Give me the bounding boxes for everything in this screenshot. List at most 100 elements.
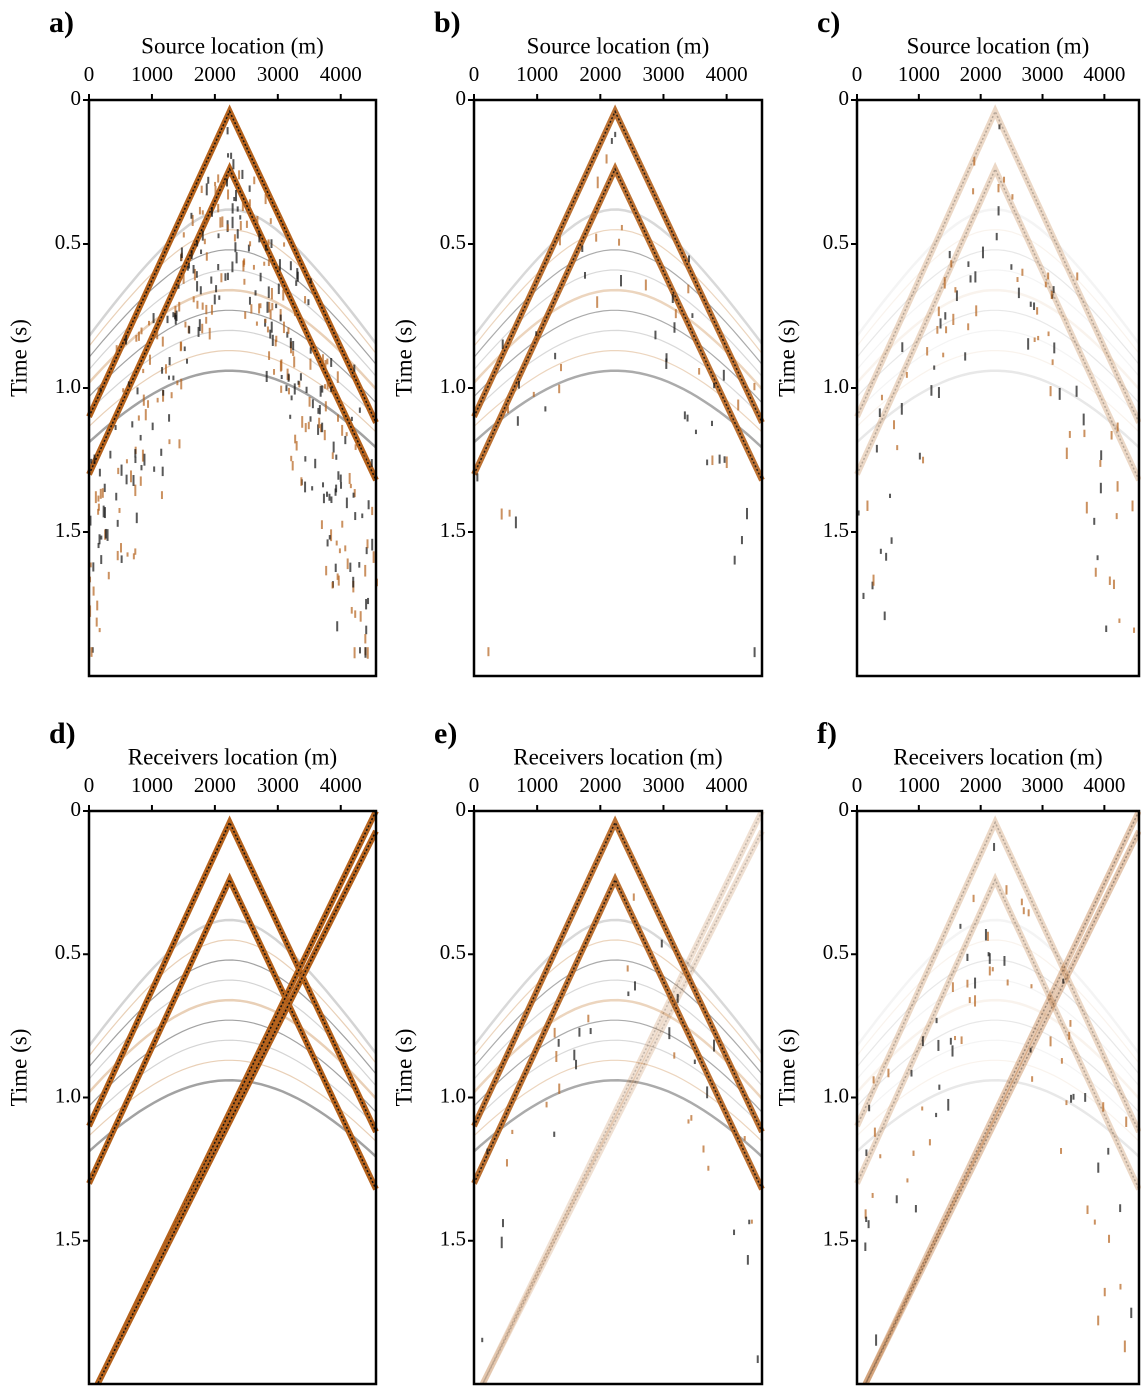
panel-label: d) bbox=[49, 717, 76, 750]
noise bbox=[1104, 1288, 1106, 1296]
noise bbox=[1119, 1284, 1121, 1290]
reflection bbox=[857, 960, 1139, 1074]
noise bbox=[546, 1102, 548, 1108]
x-tick-label: 2000 bbox=[960, 773, 1002, 797]
y-tick-label: 0.5 bbox=[440, 940, 466, 964]
noise bbox=[202, 231, 204, 241]
noise bbox=[137, 387, 139, 394]
noise bbox=[1062, 979, 1064, 984]
noise bbox=[1011, 194, 1013, 199]
noise bbox=[215, 186, 217, 195]
noise bbox=[919, 453, 921, 460]
noise bbox=[633, 893, 635, 900]
noise bbox=[621, 225, 623, 230]
noise bbox=[211, 305, 213, 315]
noise bbox=[271, 288, 273, 299]
noise bbox=[1005, 885, 1007, 894]
noise bbox=[165, 364, 167, 373]
noise bbox=[558, 385, 560, 394]
noise bbox=[153, 466, 155, 471]
noise bbox=[367, 539, 369, 548]
noise bbox=[290, 338, 292, 348]
noise bbox=[168, 414, 170, 422]
noise bbox=[713, 1040, 715, 1052]
noise bbox=[206, 252, 208, 261]
noise bbox=[118, 508, 120, 513]
noise bbox=[1047, 273, 1049, 280]
x-tick-label: 2000 bbox=[960, 62, 1002, 86]
noise bbox=[879, 408, 881, 417]
x-tick-label: 2000 bbox=[579, 773, 621, 797]
y-axis-label: Time (s) bbox=[774, 319, 799, 397]
noise bbox=[98, 504, 100, 511]
noise bbox=[100, 489, 102, 499]
noise bbox=[1097, 1316, 1099, 1326]
noise bbox=[128, 381, 130, 385]
noise bbox=[481, 1338, 483, 1342]
noise bbox=[936, 1018, 938, 1023]
noise bbox=[364, 634, 366, 643]
panel-label: f) bbox=[817, 717, 837, 750]
noise bbox=[207, 177, 209, 184]
noise bbox=[1124, 1341, 1126, 1353]
noise bbox=[1130, 1308, 1132, 1318]
noise bbox=[868, 1105, 870, 1112]
noise bbox=[887, 1069, 889, 1078]
noise bbox=[1053, 342, 1055, 353]
noise bbox=[352, 577, 354, 588]
noise bbox=[227, 224, 229, 231]
noise bbox=[1030, 302, 1032, 307]
noise bbox=[975, 305, 977, 316]
noise bbox=[99, 534, 101, 544]
noise bbox=[1105, 626, 1107, 633]
noise bbox=[371, 539, 373, 551]
y-tick-label: 1.0 bbox=[823, 374, 849, 398]
noise bbox=[275, 304, 277, 308]
noise bbox=[985, 929, 987, 940]
noise bbox=[156, 330, 158, 339]
y-tick-label: 0.5 bbox=[823, 940, 849, 964]
noise bbox=[188, 263, 190, 269]
noise bbox=[318, 418, 320, 428]
noise bbox=[256, 216, 258, 225]
noise bbox=[872, 1193, 874, 1198]
noise bbox=[1125, 1117, 1127, 1127]
noise bbox=[218, 295, 220, 299]
noise bbox=[723, 370, 725, 381]
noise bbox=[952, 982, 954, 992]
noise bbox=[690, 1115, 692, 1121]
noise bbox=[296, 441, 298, 450]
noise bbox=[162, 337, 164, 347]
noise bbox=[131, 421, 133, 427]
noise bbox=[289, 415, 291, 419]
noise bbox=[138, 332, 140, 341]
noise bbox=[592, 214, 594, 219]
noise bbox=[361, 513, 363, 518]
noise bbox=[970, 275, 972, 282]
noise bbox=[295, 280, 297, 286]
noise bbox=[268, 286, 270, 298]
noise bbox=[889, 494, 891, 498]
noise bbox=[509, 510, 511, 517]
y-tick-label: 1.0 bbox=[440, 1083, 466, 1107]
noise bbox=[1053, 286, 1055, 293]
noise bbox=[1117, 481, 1119, 491]
noise bbox=[575, 1060, 577, 1069]
noise bbox=[133, 553, 135, 559]
noise bbox=[1065, 1100, 1067, 1105]
noise bbox=[202, 303, 204, 310]
noise bbox=[868, 1220, 870, 1228]
noise bbox=[273, 369, 275, 375]
noise bbox=[910, 1070, 912, 1077]
noise bbox=[240, 221, 242, 230]
noise bbox=[200, 250, 202, 255]
noise bbox=[327, 380, 329, 390]
noise bbox=[162, 390, 164, 396]
noise bbox=[249, 199, 251, 206]
noise bbox=[300, 477, 302, 486]
noise bbox=[310, 347, 312, 353]
noise bbox=[967, 261, 969, 267]
seismic-image bbox=[89, 811, 376, 1384]
noise bbox=[929, 1139, 931, 1145]
noise bbox=[1007, 979, 1009, 985]
